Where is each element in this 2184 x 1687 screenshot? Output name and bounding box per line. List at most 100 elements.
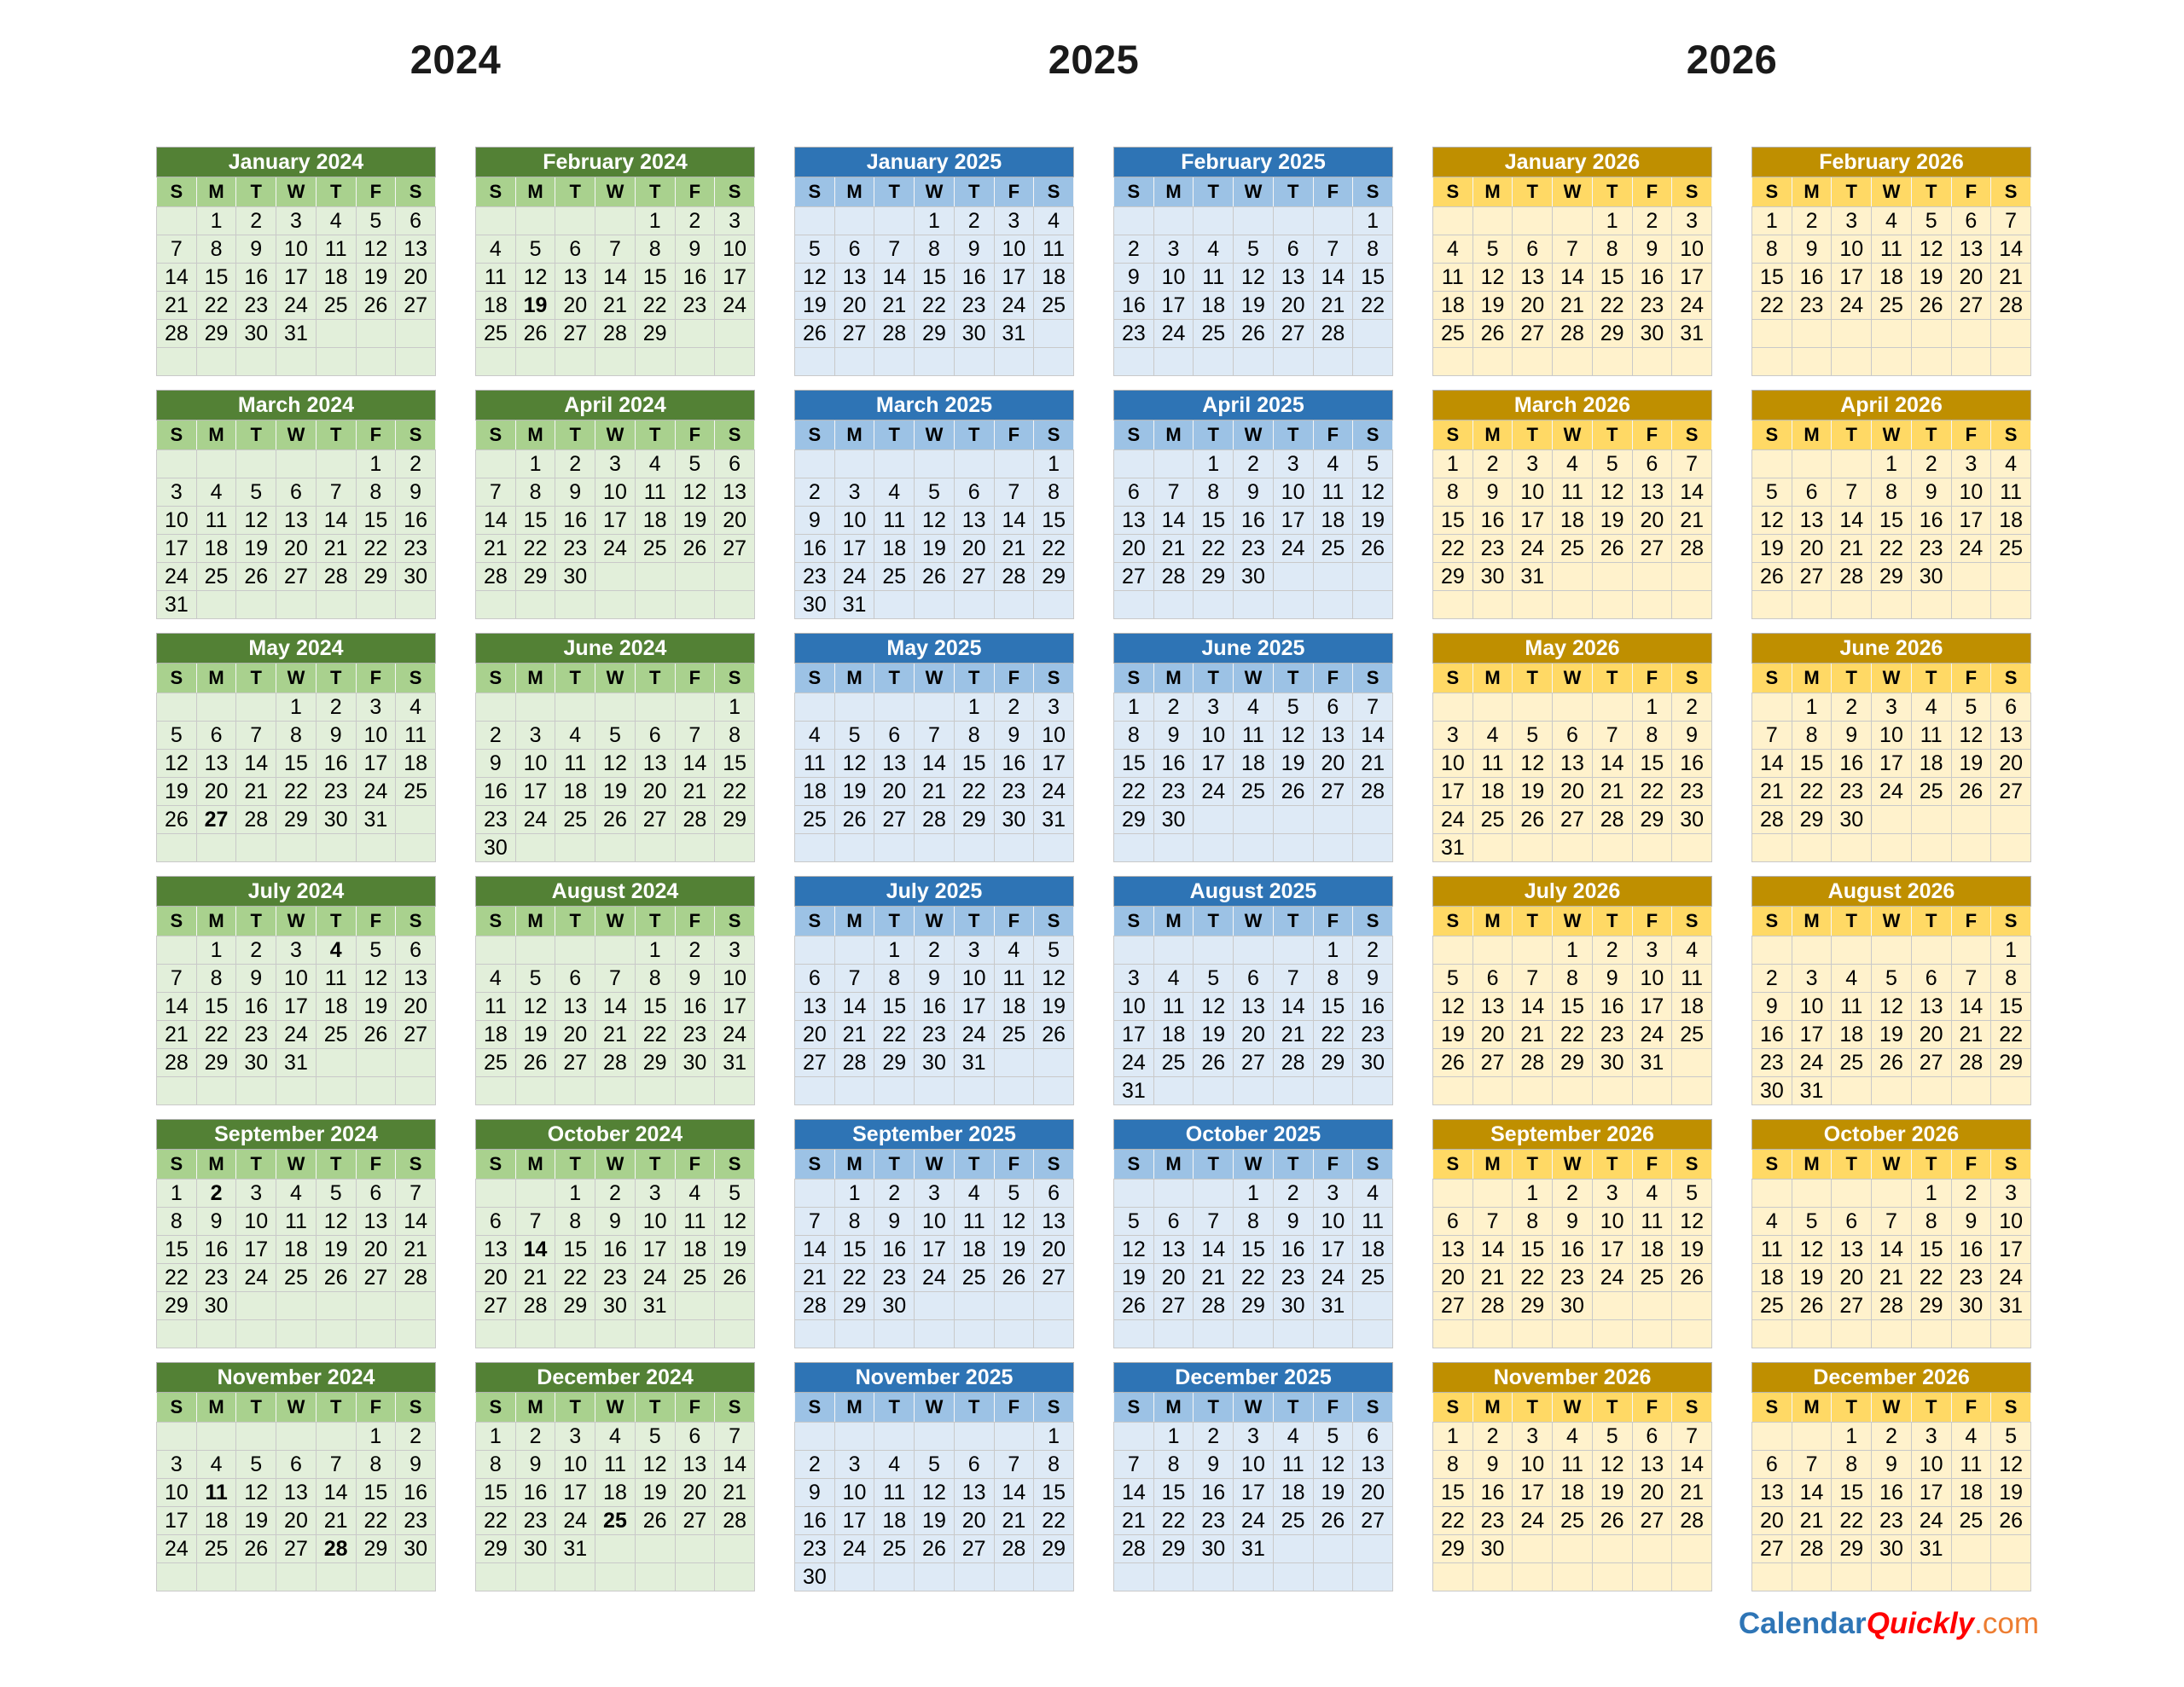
day-cell-empty <box>355 319 397 348</box>
day-cell: 12 <box>914 1478 955 1507</box>
day-cell: 16 <box>993 749 1035 778</box>
weekday-label: T <box>874 663 915 693</box>
day-cell: 13 <box>953 1478 995 1507</box>
weekday-label: S <box>794 177 835 207</box>
brand-quickly-text[interactable]: Quickly <box>1866 1607 1975 1640</box>
brand-calendar-text[interactable]: Calendar <box>1738 1607 1867 1640</box>
brand-tld-text[interactable]: .com <box>1974 1607 2039 1640</box>
day-cell: 15 <box>1552 992 1593 1021</box>
day-cell: 18 <box>1910 749 1952 778</box>
weekday-label: M <box>1791 1392 1833 1423</box>
day-cell: 13 <box>874 749 915 778</box>
week-row: 30 31 <box>794 590 1074 619</box>
day-cell: 26 <box>355 1020 397 1049</box>
weekday-label: F <box>1631 906 1673 936</box>
day-cell: 20 <box>1352 1478 1393 1507</box>
weekday-label: S <box>475 1149 516 1180</box>
day-cell-empty <box>276 590 317 619</box>
month-title: July 2025 <box>794 876 1074 907</box>
week-row: 9 10 11 12 13 14 15 <box>794 1478 1074 1507</box>
week-row <box>1113 1319 1393 1348</box>
week-row: 11 12 13 14 15 16 17 <box>475 992 755 1021</box>
day-cell: 24 <box>714 1020 755 1049</box>
day-cell: 1 <box>355 449 397 478</box>
day-cell: 24 <box>1153 319 1194 348</box>
day-cell-empty <box>1472 1562 1513 1591</box>
month-november-2026: November 2026 S M T W T F S 1 2 3 4 5 6 7 8 9 10 11 12 13 14 1… <box>1432 1362 1712 1591</box>
week-row: 13 14 15 16 17 18 19 <box>475 1235 755 1264</box>
day-cell: 27 <box>794 1048 835 1077</box>
day-cell: 19 <box>1910 263 1952 292</box>
day-cell-empty <box>1113 833 1154 862</box>
weekday-label: T <box>1831 420 1873 450</box>
day-cell: 19 <box>1272 749 1314 778</box>
day-cell-empty <box>156 693 197 722</box>
day-cell: 5 <box>1233 235 1274 264</box>
day-cell-empty <box>1591 1534 1633 1563</box>
day-cell: 25 <box>874 1534 915 1563</box>
day-cell: 28 <box>1751 805 1792 834</box>
day-cell: 4 <box>195 478 237 507</box>
day-cell: 16 <box>1950 1235 1992 1264</box>
weekday-label: S <box>1751 663 1792 693</box>
day-cell: 18 <box>1472 777 1513 806</box>
weekday-label: S <box>1352 1149 1393 1180</box>
day-cell: 19 <box>1990 1478 2031 1507</box>
day-cell: 25 <box>1033 291 1074 320</box>
day-cell: 2 <box>794 1450 835 1479</box>
week-row: 12 13 14 15 16 17 18 <box>1113 1235 1393 1264</box>
day-cell: 21 <box>595 291 636 320</box>
day-cell: 14 <box>993 506 1035 535</box>
day-cell: 24 <box>1113 1048 1154 1077</box>
day-cell-empty <box>475 693 516 722</box>
day-cell: 25 <box>1751 1291 1792 1320</box>
weekday-label: S <box>1671 177 1712 207</box>
day-cell: 12 <box>834 749 875 778</box>
day-cell: 30 <box>195 1291 237 1320</box>
day-cell: 3 <box>914 1179 955 1208</box>
day-cell: 9 <box>1113 263 1154 292</box>
weekday-label: M <box>1791 906 1833 936</box>
day-cell: 10 <box>1791 992 1833 1021</box>
weekday-label: T <box>874 420 915 450</box>
day-cell: 3 <box>276 936 317 965</box>
week-row: 15 16 17 18 19 20 21 <box>156 1235 436 1264</box>
week-row: 12 13 14 15 16 17 18 <box>156 749 436 778</box>
day-cell: 23 <box>195 1263 237 1292</box>
week-row: 13 14 15 16 17 18 19 <box>1113 506 1393 535</box>
day-cell: 1 <box>1552 936 1593 965</box>
day-cell: 19 <box>1233 291 1274 320</box>
day-cell-empty <box>1631 1534 1673 1563</box>
day-cell: 8 <box>1990 964 2031 993</box>
day-cell-empty <box>874 449 915 478</box>
week-row: 22 23 24 25 26 27 28 <box>156 1263 436 1292</box>
day-cell: 6 <box>834 235 875 264</box>
day-cell: 31 <box>555 1534 596 1563</box>
footer-brand-logo[interactable]: CalendarQuickly.com <box>1739 1607 2039 1641</box>
day-cell: 31 <box>1432 833 1473 862</box>
day-cell: 15 <box>1033 506 1074 535</box>
day-cell: 9 <box>475 749 516 778</box>
day-cell: 5 <box>914 478 955 507</box>
day-cell: 21 <box>834 1020 875 1049</box>
day-cell: 28 <box>1193 1291 1234 1320</box>
day-cell: 9 <box>1591 964 1633 993</box>
week-row <box>1432 347 1712 376</box>
day-cell-empty <box>1671 562 1712 591</box>
day-cell-empty <box>1910 1076 1952 1105</box>
day-cell: 18 <box>874 1506 915 1535</box>
day-cell: 8 <box>1831 1450 1873 1479</box>
weekday-label: S <box>794 1149 835 1180</box>
day-cell-empty <box>475 206 516 235</box>
day-cell: 7 <box>1871 1207 1912 1236</box>
weekday-label: S <box>1671 1392 1712 1423</box>
day-cell: 4 <box>395 693 436 722</box>
day-cell: 1 <box>1033 1422 1074 1451</box>
month-august-2024: August 2024 S M T W T F S 1 2 3 4 5 6 7 8 9 10 11 12 13 14 15 1… <box>475 876 755 1105</box>
week-row: 11 12 13 14 15 16 17 <box>794 749 1074 778</box>
day-cell: 16 <box>595 1235 636 1264</box>
day-cell: 17 <box>834 1506 875 1535</box>
month-september-2026: September 2026 S M T W T F S 1 2 3 4 5 6 7 8 9 10 11 12 13 14… <box>1432 1119 1712 1348</box>
